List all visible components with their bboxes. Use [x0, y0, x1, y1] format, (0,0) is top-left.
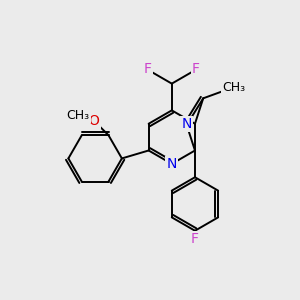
- Text: N: N: [167, 157, 177, 171]
- Text: F: F: [144, 62, 152, 76]
- Text: N: N: [182, 117, 192, 131]
- Text: CH₃: CH₃: [67, 110, 90, 122]
- Text: CH₃: CH₃: [222, 81, 245, 94]
- Text: O: O: [89, 114, 100, 128]
- Text: F: F: [191, 232, 199, 246]
- Text: F: F: [192, 62, 200, 76]
